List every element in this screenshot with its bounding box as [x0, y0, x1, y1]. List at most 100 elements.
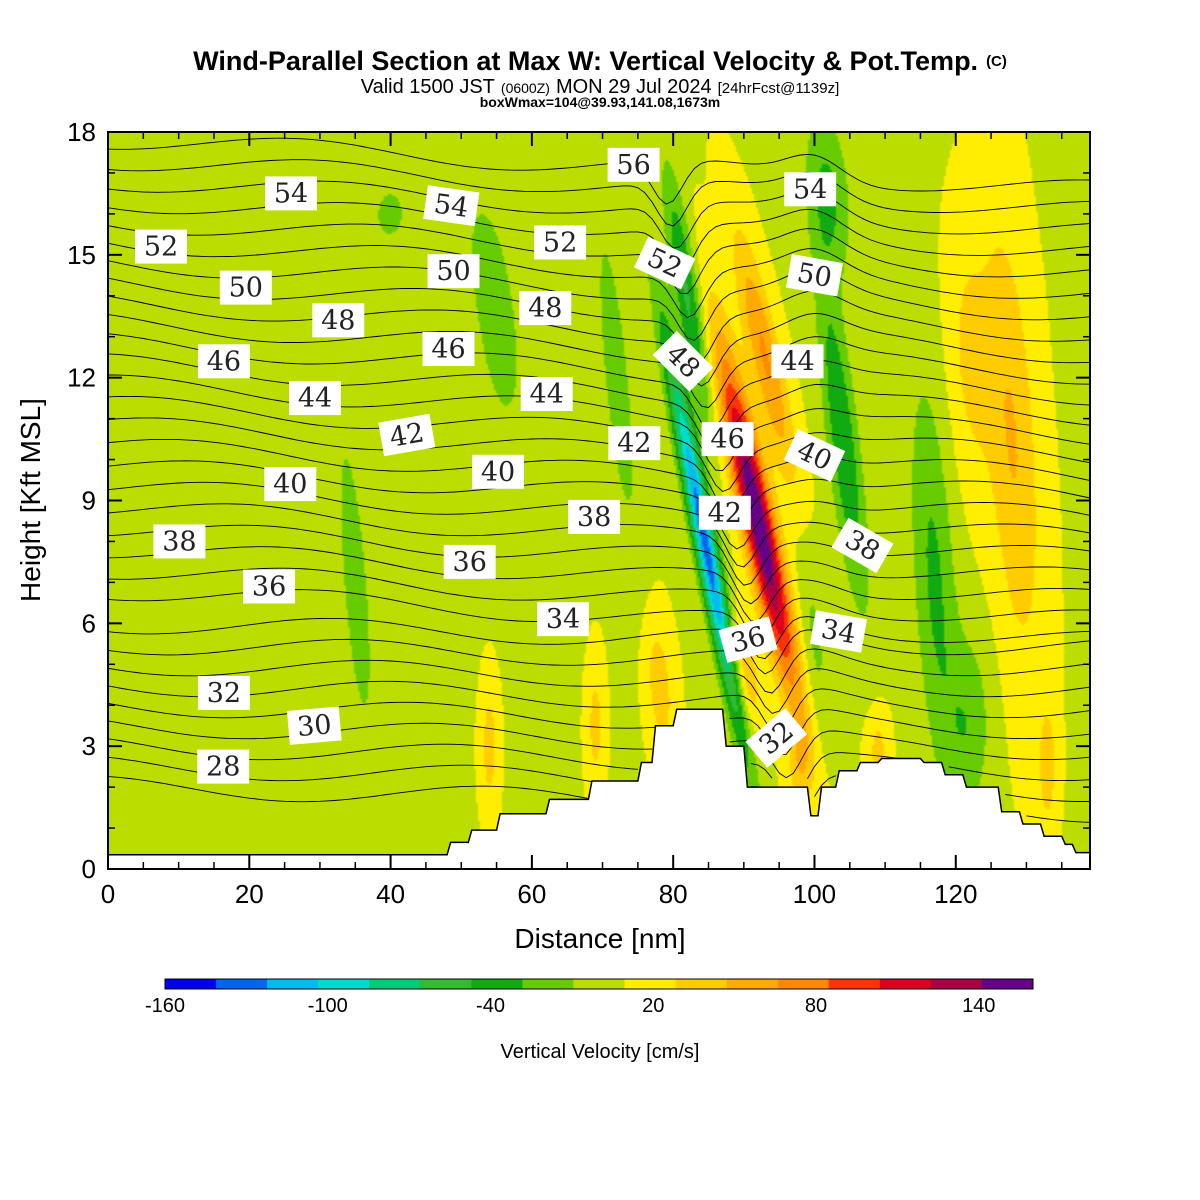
y-tick-label: 3: [82, 731, 96, 761]
colorbar-swatch: [624, 979, 677, 989]
x-axis-label: Distance [nm]: [514, 923, 685, 954]
contour-label-text: 50: [795, 258, 834, 294]
colorbar-swatch: [267, 979, 319, 989]
theta-contour: [108, 395, 1090, 493]
contour-label: 40: [472, 454, 524, 489]
colorbar-swatch: [930, 979, 983, 989]
contour-label-text: 46: [431, 334, 465, 365]
contour-label: 52: [534, 225, 587, 260]
contour-label-text: 44: [780, 346, 814, 377]
contour-label-text: 34: [546, 604, 580, 635]
colorbar-swatch: [777, 979, 830, 989]
colorbar-swatch: [216, 979, 268, 989]
contour-label-text: 38: [577, 502, 611, 533]
theta-contour: [108, 137, 1090, 205]
theta-contour: [108, 524, 1090, 605]
colorbar-tick-label: 80: [805, 995, 827, 1017]
contour-label: 42: [378, 413, 436, 457]
theta-contour: [108, 659, 1090, 714]
forecast-info: [24hrFcst@1139z]: [718, 80, 840, 97]
contour-label-text: 48: [321, 305, 355, 336]
contour-label: 34: [809, 610, 868, 653]
theta-contour: [108, 738, 1090, 782]
contour-label-text: 52: [144, 232, 178, 263]
colorbar-tick-label: -100: [308, 995, 348, 1017]
contour-label: 42: [698, 495, 751, 530]
contour-label: 46: [422, 332, 475, 366]
title-mark: (C): [986, 53, 1007, 70]
contour-label-text: 36: [453, 547, 487, 578]
colorbar-tick-label: 20: [642, 995, 664, 1017]
contour-label-text: 30: [296, 709, 333, 743]
contour-label-text: 54: [432, 188, 470, 223]
contour-label-text: 36: [252, 572, 286, 603]
theta-contour: [108, 720, 1090, 779]
theta-contour: [108, 333, 1090, 430]
contour-label: 48: [519, 291, 572, 326]
contour-label: 56: [607, 147, 660, 182]
theta-contour: [108, 617, 1090, 675]
contour-label: 54: [423, 185, 480, 227]
y-tick-label: 0: [82, 854, 96, 884]
theta-contour: [108, 638, 1090, 694]
box-info: boxWmax=104@39.93,141.08,1673m: [480, 94, 721, 110]
contour-label: 40: [264, 467, 317, 502]
x-tick-label: 60: [517, 879, 546, 909]
y-tick-label: 18: [67, 117, 96, 147]
x-tick-label: 20: [235, 879, 264, 909]
x-tick-label: 0: [101, 879, 115, 909]
contour-label: 32: [197, 675, 250, 710]
contour-label: 34: [537, 602, 589, 637]
y-tick-label: 9: [82, 486, 96, 516]
theta-contour: [108, 438, 1090, 530]
contour-label-text: 42: [387, 417, 426, 453]
contour-label: 50: [219, 270, 272, 305]
colorbar-tick-label: 140: [962, 995, 995, 1017]
colorbar-swatch: [573, 979, 626, 989]
theta-contour: [108, 353, 1090, 452]
contour-label: 48: [312, 303, 365, 338]
x-tick-label: 80: [659, 879, 688, 909]
theta-contour: [108, 314, 1090, 409]
theta-contour: [108, 567, 1090, 641]
chart-title: Wind-Parallel Section at Max W: Vertical…: [193, 46, 1007, 76]
theta-contour: [108, 546, 1090, 622]
colorbar: -160 -100 -40 20 80 140: [145, 978, 1034, 1017]
colorbar-swatch: [879, 979, 932, 989]
colorbar-label: Vertical Velocity [cm/s]: [501, 1041, 700, 1063]
contour-label-text: 50: [436, 256, 470, 287]
colorbar-swatch: [675, 979, 728, 989]
contour-label: 30: [286, 706, 342, 745]
colorbar-swatch: [165, 979, 217, 989]
theta-contour: [108, 295, 1090, 387]
contour-label: 46: [197, 344, 250, 379]
colorbar-swatch: [726, 979, 779, 989]
contour-label-text: 32: [207, 678, 241, 709]
theta-contour: [108, 680, 1090, 735]
valid-prefix: Valid 1500 JST: [361, 76, 495, 98]
contour-label-text: 50: [229, 273, 263, 304]
colorbar-tick-label: -160: [145, 995, 185, 1017]
theta-contour: [108, 417, 1090, 512]
y-tick-label: 6: [82, 608, 96, 638]
valid-utc: (0600Z): [501, 80, 550, 96]
y-axis-label: Height [Kft MSL]: [15, 398, 46, 602]
contour-label-text: 46: [710, 424, 744, 455]
colorbar-frame: [164, 978, 1034, 990]
theta-contour: [108, 223, 1090, 295]
contour-label: 44: [771, 344, 824, 379]
contour-label: 54: [265, 176, 317, 211]
contour-label: 50: [427, 254, 480, 289]
contour-label-text: 52: [543, 228, 577, 259]
colorbar-swatch: [981, 979, 1034, 989]
y-tick-label: 12: [67, 363, 96, 393]
x-tick-label: 100: [793, 879, 836, 909]
contour-label-text: 54: [274, 178, 308, 209]
contour-label: 38: [568, 499, 621, 534]
contour-label-text: 42: [708, 498, 742, 529]
colorbar-swatch: [471, 979, 523, 989]
theta-contour: [108, 701, 1090, 756]
theta-contour: [108, 242, 1090, 319]
